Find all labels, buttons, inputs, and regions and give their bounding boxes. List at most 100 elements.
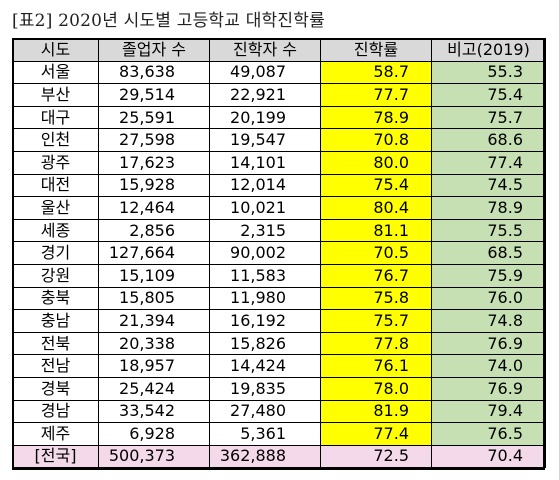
region-cell: 세종 bbox=[12, 218, 99, 243]
entrants-cell: 16,192 bbox=[209, 309, 321, 333]
graduates-cell: 18,957 bbox=[98, 354, 210, 378]
table-row: 강원 15,109 11,583 76.7 75.9 bbox=[12, 263, 546, 288]
header-row: 시도 졸업자 수 진학자 수 진학률 비고(2019) bbox=[12, 38, 546, 62]
rate-cell: 70.8 bbox=[320, 128, 432, 152]
region-cell: 대구 bbox=[12, 105, 99, 130]
region-cell: 전북 bbox=[12, 331, 99, 356]
note-cell: 76.9 bbox=[431, 376, 546, 401]
region-cell: 부산 bbox=[12, 83, 99, 107]
region-cell: 대전 bbox=[12, 173, 99, 198]
entrants-cell: 27,480 bbox=[209, 399, 321, 424]
entrants-cell: 11,980 bbox=[209, 286, 321, 311]
table-caption: [표2] 2020년 시도별 고등학교 대학진학률 bbox=[12, 11, 325, 31]
graduates-cell: 27,598 bbox=[98, 128, 210, 152]
total-graduates-cell: 500,373 bbox=[98, 444, 210, 469]
rate-cell: 81.1 bbox=[320, 218, 432, 243]
rate-cell: 70.5 bbox=[320, 241, 432, 265]
rate-cell: 78.9 bbox=[320, 105, 432, 130]
table-row: 충남 21,394 16,192 75.7 74.8 bbox=[12, 309, 546, 333]
graduates-cell: 2,856 bbox=[98, 218, 210, 243]
rate-cell: 76.1 bbox=[320, 354, 432, 378]
region-cell: 강원 bbox=[12, 263, 99, 288]
graduates-cell: 15,928 bbox=[98, 173, 210, 198]
total-note-cell: 70.4 bbox=[431, 444, 546, 469]
rate-cell: 75.7 bbox=[320, 309, 432, 333]
header-region: 시도 bbox=[12, 38, 99, 62]
header-note: 비고(2019) bbox=[431, 38, 546, 62]
table-row: 부산 29,514 22,921 77.7 75.4 bbox=[12, 83, 546, 107]
entrants-cell: 14,424 bbox=[209, 354, 321, 378]
graduates-cell: 17,623 bbox=[98, 150, 210, 175]
region-cell: 광주 bbox=[12, 150, 99, 175]
note-cell: 76.0 bbox=[431, 286, 546, 311]
total-rate-cell: 72.5 bbox=[320, 444, 432, 469]
table-row: 울산 12,464 10,021 80.4 78.9 bbox=[12, 196, 546, 220]
rate-cell: 77.4 bbox=[320, 422, 432, 446]
table-row: 서울 83,638 49,087 58.7 55.3 bbox=[12, 60, 546, 85]
region-cell: 인천 bbox=[12, 128, 99, 152]
header-entrants: 진학자 수 bbox=[209, 38, 321, 62]
note-cell: 74.5 bbox=[431, 173, 546, 198]
total-entrants-cell: 362,888 bbox=[209, 444, 321, 469]
region-cell: 울산 bbox=[12, 196, 99, 220]
note-cell: 79.4 bbox=[431, 399, 546, 424]
graduates-cell: 33,542 bbox=[98, 399, 210, 424]
region-cell: 충남 bbox=[12, 309, 99, 333]
entrants-cell: 2,315 bbox=[209, 218, 321, 243]
table-row: 대전 15,928 12,014 75.4 74.5 bbox=[12, 173, 546, 198]
entrants-cell: 19,835 bbox=[209, 376, 321, 401]
note-cell: 76.5 bbox=[431, 422, 546, 446]
entrants-cell: 14,101 bbox=[209, 150, 321, 175]
graduates-cell: 12,464 bbox=[98, 196, 210, 220]
region-cell: 경북 bbox=[12, 376, 99, 401]
table-row: 세종 2,856 2,315 81.1 75.5 bbox=[12, 218, 546, 243]
entrants-cell: 15,826 bbox=[209, 331, 321, 356]
entrants-cell: 10,021 bbox=[209, 196, 321, 220]
note-cell: 55.3 bbox=[431, 60, 546, 85]
table-row: 제주 6,928 5,361 77.4 76.5 bbox=[12, 422, 546, 446]
table-row: 전남 18,957 14,424 76.1 74.0 bbox=[12, 354, 546, 378]
rate-cell: 75.8 bbox=[320, 286, 432, 311]
entrants-cell: 12,014 bbox=[209, 173, 321, 198]
note-cell: 76.9 bbox=[431, 331, 546, 356]
table-row: 경기 127,664 90,002 70.5 68.5 bbox=[12, 241, 546, 265]
rate-cell: 80.0 bbox=[320, 150, 432, 175]
region-cell: 전남 bbox=[12, 354, 99, 378]
region-cell: 제주 bbox=[12, 422, 99, 446]
rate-cell: 78.0 bbox=[320, 376, 432, 401]
graduates-cell: 83,638 bbox=[98, 60, 210, 85]
entrants-cell: 22,921 bbox=[209, 83, 321, 107]
rate-cell: 75.4 bbox=[320, 173, 432, 198]
entrants-cell: 19,547 bbox=[209, 128, 321, 152]
rate-cell: 77.7 bbox=[320, 83, 432, 107]
note-cell: 75.7 bbox=[431, 105, 546, 130]
graduates-cell: 25,424 bbox=[98, 376, 210, 401]
note-cell: 68.6 bbox=[431, 128, 546, 152]
region-cell: 경기 bbox=[12, 241, 99, 265]
entrants-cell: 20,199 bbox=[209, 105, 321, 130]
note-cell: 68.5 bbox=[431, 241, 546, 265]
total-row: [전국] 500,373 362,888 72.5 70.4 bbox=[12, 444, 546, 469]
total-region-cell: [전국] bbox=[12, 444, 99, 469]
graduates-cell: 21,394 bbox=[98, 309, 210, 333]
table-row: 대구 25,591 20,199 78.9 75.7 bbox=[12, 105, 546, 130]
header-graduates: 졸업자 수 bbox=[98, 38, 210, 62]
table-row: 충북 15,805 11,980 75.8 76.0 bbox=[12, 286, 546, 311]
rate-cell: 80.4 bbox=[320, 196, 432, 220]
note-cell: 74.0 bbox=[431, 354, 546, 378]
rate-cell: 76.7 bbox=[320, 263, 432, 288]
entrants-cell: 11,583 bbox=[209, 263, 321, 288]
rate-cell: 81.9 bbox=[320, 399, 432, 424]
note-cell: 75.4 bbox=[431, 83, 546, 107]
table-row: 전북 20,338 15,826 77.8 76.9 bbox=[12, 331, 546, 356]
entrants-cell: 90,002 bbox=[209, 241, 321, 265]
table-row: 인천 27,598 19,547 70.8 68.6 bbox=[12, 128, 546, 152]
graduates-cell: 15,805 bbox=[98, 286, 210, 311]
graduates-cell: 15,109 bbox=[98, 263, 210, 288]
entrants-cell: 5,361 bbox=[209, 422, 321, 446]
note-cell: 77.4 bbox=[431, 150, 546, 175]
header-rate: 진학률 bbox=[320, 38, 432, 62]
rate-cell: 77.8 bbox=[320, 331, 432, 356]
table-row: 경남 33,542 27,480 81.9 79.4 bbox=[12, 399, 546, 424]
note-cell: 75.5 bbox=[431, 218, 546, 243]
